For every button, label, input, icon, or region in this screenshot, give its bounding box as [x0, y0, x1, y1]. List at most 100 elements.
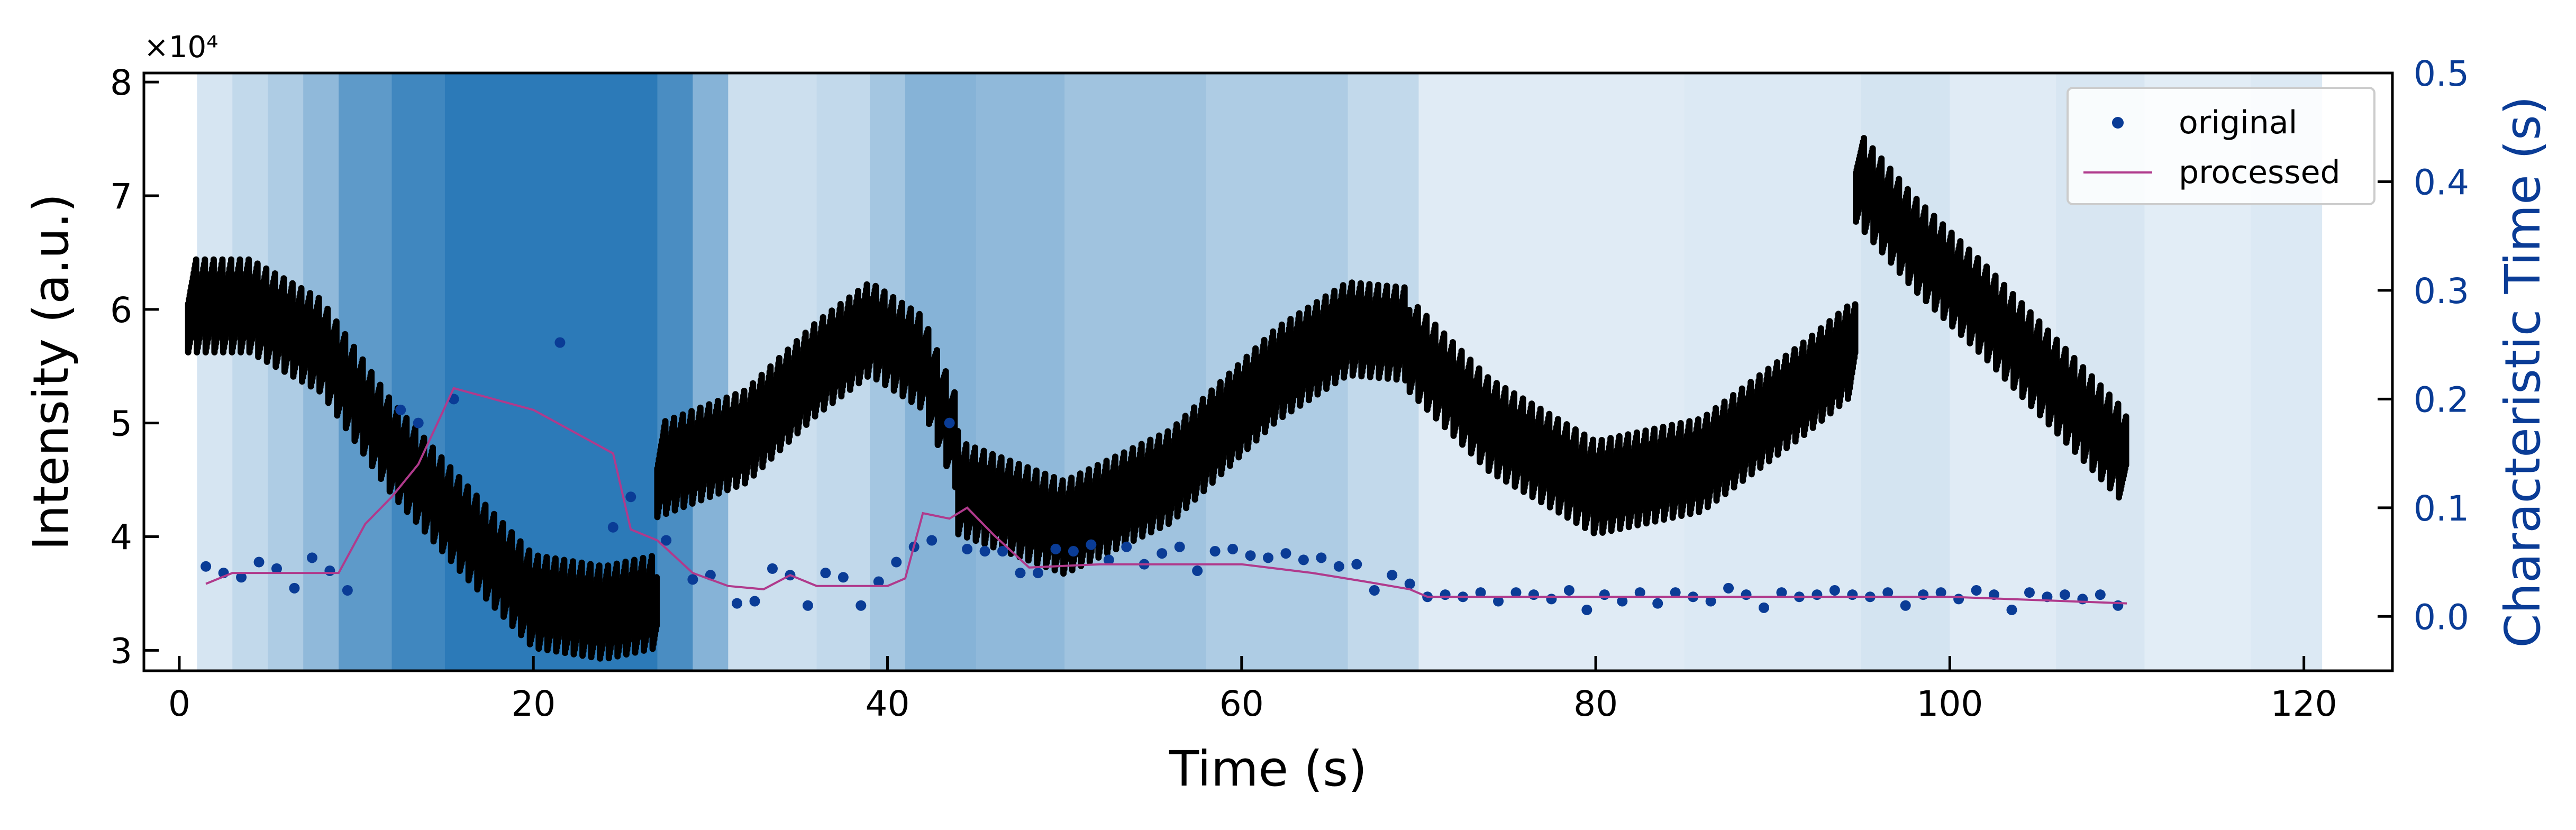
original-point-24: [838, 572, 849, 583]
y-axis-multiplier: ×10⁴: [144, 30, 219, 65]
original-point-69: [1634, 587, 1645, 598]
original-point-31: [962, 543, 973, 554]
original-point-13: [607, 522, 618, 533]
original-point-49: [1280, 548, 1291, 559]
original-point-19: [749, 596, 760, 607]
y2-tick-label-0: 0.0: [2414, 597, 2469, 637]
original-point-8: [342, 585, 353, 596]
original-point-25: [855, 600, 867, 611]
heatmap-band-13: [976, 73, 1066, 671]
intensity-segment-0: [185, 256, 660, 662]
x-tick-label-1: 20: [511, 683, 556, 724]
x-tick-label-2: 40: [866, 683, 910, 724]
original-point-87: [1953, 594, 1964, 605]
y-tick-label-5: 8: [110, 62, 132, 103]
intensity-segment-1: [654, 281, 961, 521]
original-point-20: [767, 563, 778, 574]
original-point-11: [448, 394, 459, 405]
original-point-32: [979, 546, 990, 557]
processed-line: [205, 387, 2127, 605]
legend-label-original: original: [2179, 104, 2297, 141]
original-point-90: [2006, 604, 2017, 615]
legend: original processed: [2067, 87, 2375, 205]
original-point-75: [1741, 589, 1752, 600]
original-point-96: [2113, 600, 2124, 611]
original-point-4: [271, 563, 282, 574]
original-point-37: [1068, 546, 1079, 557]
original-point-70: [1652, 598, 1663, 609]
intensity-trace: [185, 135, 2129, 662]
original-point-55: [1387, 570, 1398, 581]
original-point-68: [1617, 596, 1628, 607]
y-tick-label-4: 7: [110, 176, 132, 217]
original-point-33: [997, 546, 1008, 557]
legend-box: [2067, 87, 2375, 205]
original-point-93: [2059, 589, 2070, 600]
original-point-89: [1989, 589, 2000, 600]
series-layer: [201, 337, 2127, 615]
original-point-42: [1157, 548, 1168, 559]
original-point-53: [1351, 559, 1362, 570]
original-point-50: [1298, 554, 1309, 566]
original-point-36: [1050, 543, 1061, 554]
original-point-60: [1475, 587, 1486, 598]
original-point-44: [1192, 565, 1203, 576]
original-point-64: [1546, 594, 1557, 605]
y-tick-label-3: 6: [110, 290, 132, 331]
original-point-45: [1209, 546, 1221, 557]
legend-label-processed: processed: [2179, 154, 2341, 191]
axes-layer: 0 20 40 60 80 100 120 3 4 5 6 7 8 0.0 0.1 0.2 0.3 0.4 0.5: [110, 53, 2469, 724]
original-point-85: [1918, 589, 1929, 600]
x-tick-label-4: 80: [1573, 683, 1618, 724]
x-tick-label-6: 120: [2271, 683, 2337, 724]
original-point-51: [1316, 552, 1327, 563]
original-point-65: [1563, 585, 1574, 596]
original-point-91: [2024, 587, 2035, 598]
original-point-80: [1829, 585, 1840, 596]
heatmap-band-7: [657, 73, 694, 671]
y2-tick-label-5: 0.5: [2414, 53, 2469, 94]
original-point-22: [802, 600, 813, 611]
original-point-58: [1440, 589, 1451, 600]
original-point-48: [1263, 552, 1273, 563]
original-point-39: [1103, 554, 1114, 566]
original-point-10: [413, 417, 424, 428]
original-point-30: [944, 417, 955, 428]
heatmap-band-5: [392, 73, 445, 671]
plot-frame: [142, 71, 2394, 672]
original-point-52: [1333, 561, 1344, 572]
original-point-56: [1404, 578, 1415, 589]
original-point-35: [1032, 568, 1043, 579]
original-point-47: [1245, 550, 1256, 561]
x-tick-label-3: 60: [1219, 683, 1264, 724]
original-point-61: [1493, 596, 1504, 607]
intensity-segment-3: [1406, 301, 1859, 536]
y-axis-left-title: Intensity (a.u.): [23, 194, 79, 551]
y-tick-label-2: 5: [110, 404, 132, 444]
original-point-43: [1174, 541, 1185, 552]
original-point-46: [1227, 543, 1239, 554]
original-point-9: [395, 404, 406, 415]
original-point-76: [1759, 602, 1770, 613]
legend-original-marker: [2112, 117, 2124, 129]
original-point-86: [1935, 587, 1946, 598]
y-tick-label-0: 3: [110, 631, 132, 671]
original-point-3: [253, 557, 265, 568]
original-point-7: [324, 565, 335, 576]
original-point-26: [873, 576, 884, 587]
x-axis-title: Time (s): [1169, 741, 1367, 797]
original-point-63: [1528, 589, 1539, 600]
original-point-27: [891, 557, 902, 568]
y2-tick-label-4: 0.4: [2414, 162, 2469, 203]
original-point-5: [289, 582, 300, 594]
original-point-2: [236, 572, 247, 583]
original-point-84: [1900, 600, 1911, 611]
series-processed: [205, 387, 2127, 605]
y2-tick-label-1: 0.1: [2414, 488, 2469, 529]
original-point-83: [1882, 587, 1894, 598]
intensity-segment-2: [955, 279, 1413, 577]
heatmap-band-8: [693, 73, 729, 671]
original-point-40: [1121, 541, 1132, 552]
x-tick-label-0: 0: [168, 683, 190, 724]
